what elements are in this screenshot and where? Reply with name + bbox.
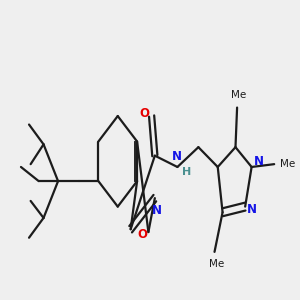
- Text: Me: Me: [280, 159, 295, 169]
- Text: Me: Me: [231, 90, 246, 100]
- Text: N: N: [254, 155, 264, 168]
- Text: O: O: [138, 228, 148, 242]
- Text: Me: Me: [208, 259, 224, 269]
- Text: H: H: [182, 167, 192, 176]
- Text: N: N: [152, 204, 161, 217]
- Text: N: N: [172, 150, 182, 163]
- Text: N: N: [247, 203, 257, 216]
- Text: O: O: [140, 107, 149, 120]
